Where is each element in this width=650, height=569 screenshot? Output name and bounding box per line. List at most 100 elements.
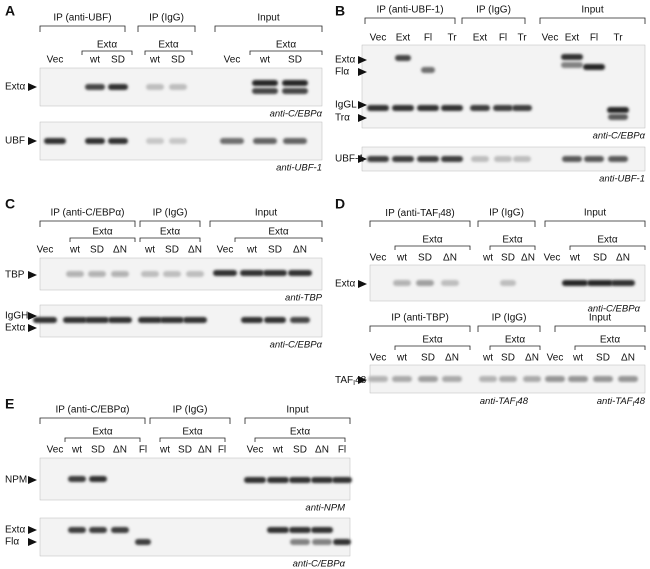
ip-header: IP (anti-C/EBPα) [51,208,125,219]
band [68,527,86,533]
band [442,376,462,382]
band [470,105,490,111]
arrowhead [28,538,37,546]
ip-header-sub: I [438,213,440,220]
lane-label: ΔN [616,253,630,264]
lane-label: ΔN [521,253,535,264]
band-label: TBP [5,270,25,281]
arrowhead [358,114,367,122]
construct-label: Extα [600,335,620,346]
lane-label: SD [418,253,432,264]
band [311,527,333,533]
band [267,477,289,483]
lane-label: ΔN [113,445,127,456]
bracket [574,345,646,350]
band [421,67,435,73]
antibody-label-sub: I [515,401,517,408]
antibody-label-sub: I [632,401,634,408]
band [608,114,628,120]
band [333,539,351,545]
band [441,280,459,286]
band [220,138,244,144]
lane-label: SD [111,55,125,66]
panel-label: C [5,196,15,212]
band [562,156,582,162]
band [417,105,439,111]
lane-label: Ext [565,33,580,44]
band [138,317,162,323]
band [85,138,105,144]
band [282,80,308,86]
bracket [209,220,323,227]
ip-header: IP (anti-TAFI48) [385,208,454,220]
ip-header: IP (IgG) [489,208,524,219]
bracket [39,220,136,227]
band [85,84,105,90]
lane-label: ΔN [621,353,635,364]
band [183,317,207,323]
panel-label: B [335,3,345,19]
lane-label: wt [396,353,407,364]
band [332,477,352,483]
construct-label: Extα [502,235,522,246]
ip-header: IP (IgG) [476,5,511,16]
lane-label: ΔN [443,253,457,264]
lane-label: Fl [590,33,598,44]
band [392,105,414,111]
lane-label: SD [596,353,610,364]
band-label: NPM [5,475,27,486]
bracket [69,237,136,242]
band [141,271,159,277]
ip-header: IP (anti-C/EBPα) [56,405,130,416]
ip-header: Input [584,208,606,219]
bracket [234,237,323,242]
band [395,55,411,61]
construct-label: Extα [160,227,180,238]
band [311,477,333,483]
band-label: Extα [335,55,355,66]
band [471,156,489,162]
lane-label: SD [90,245,104,256]
construct-label: Extα [422,235,442,246]
antibody-label: anti-C/EBPα [588,304,641,315]
bracket [489,245,536,250]
lane-label: ΔN [113,245,127,256]
band [584,156,604,162]
band-label: Trα [335,113,350,124]
arrowhead [358,280,367,288]
band [289,527,311,533]
construct-label: Extα [597,235,617,246]
band [33,317,57,323]
bracket [149,417,231,424]
band [111,271,129,277]
band [186,271,204,277]
bracket [364,17,456,24]
band [252,80,278,86]
band [282,88,308,94]
antibody-label-part: anti-TAF [480,396,517,407]
band [85,317,109,323]
lane-label: ΔN [293,245,307,256]
band-label: IgGL [335,100,357,111]
bracket [244,417,351,424]
lane-label: Vec [547,353,564,364]
ip-header: Input [581,5,603,16]
band [213,270,237,276]
band [169,138,187,144]
arrowhead [28,83,37,91]
antibody-label: anti-TAFI48 [597,396,646,408]
band-label: UBF-1 [335,154,364,165]
arrowhead [358,376,367,384]
band [562,280,588,286]
bracket [394,245,471,250]
band [545,376,565,382]
band [561,62,583,68]
band-label-sub: I [353,380,355,387]
band [264,317,286,323]
lane-label: Vec [37,245,54,256]
band [607,107,629,113]
construct-label: Extα [97,40,117,51]
ip-header: Input [257,13,279,24]
lane-label: SD [288,55,302,66]
lane-label: Vec [217,245,234,256]
